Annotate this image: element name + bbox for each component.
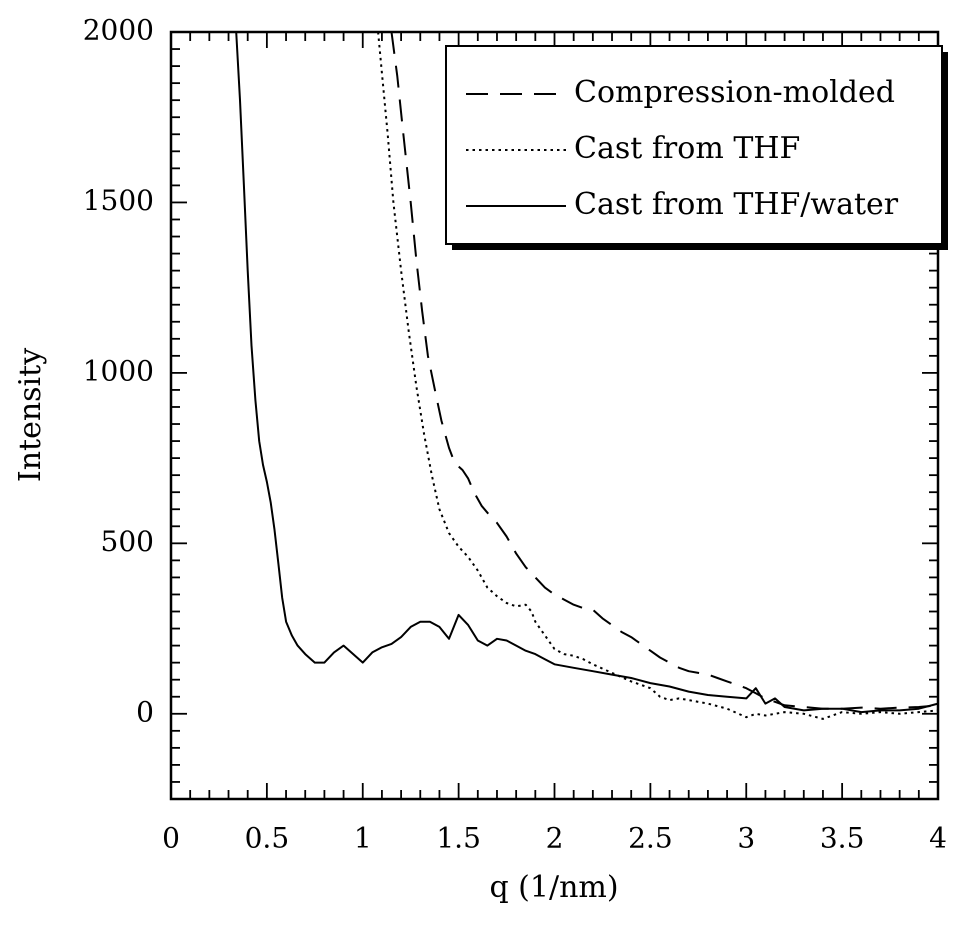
- legend: Compression-molded Cast from THF Cast from…: [445, 45, 948, 250]
- y-tick-label: 0: [136, 695, 154, 728]
- plot-frame: [169, 30, 940, 801]
- series-lines: [235, 31, 939, 720]
- legend-items: Compression-molded Cast from THF Cast from…: [466, 75, 899, 222]
- series-line: [235, 31, 939, 714]
- legend-label: Cast from THF/water: [574, 187, 899, 222]
- y-axis-label: Intensity: [13, 348, 48, 482]
- x-tick-label: 4: [929, 822, 947, 855]
- x-tick-label: 1.5: [436, 822, 481, 855]
- legend-label: Compression-molded: [574, 75, 895, 110]
- series-line: [390, 31, 939, 710]
- y-tick-labels: 0 500 1000 1500 2000: [83, 14, 154, 729]
- x-tick-label: 3.5: [820, 822, 865, 855]
- y-tick-label: 1000: [83, 354, 154, 387]
- x-tick-label: 1: [354, 822, 372, 855]
- x-tick-labels: 0 0.5 1 1.5 2 2.5 3 3.5 4: [162, 822, 947, 855]
- x-tick-label: 0: [162, 822, 180, 855]
- x-tick-label: 2.5: [628, 822, 673, 855]
- x-tick-label: 3: [737, 822, 755, 855]
- x-tick-label: 0.5: [245, 822, 290, 855]
- ticks: [170, 31, 939, 800]
- legend-label: Cast from THF: [574, 131, 800, 166]
- x-tick-label: 2: [546, 822, 564, 855]
- x-axis-label: q (1/nm): [489, 870, 618, 905]
- legend-box: [445, 45, 943, 245]
- y-tick-label: 1500: [83, 184, 154, 217]
- y-tick-label: 500: [101, 525, 154, 558]
- y-tick-label: 2000: [83, 14, 154, 47]
